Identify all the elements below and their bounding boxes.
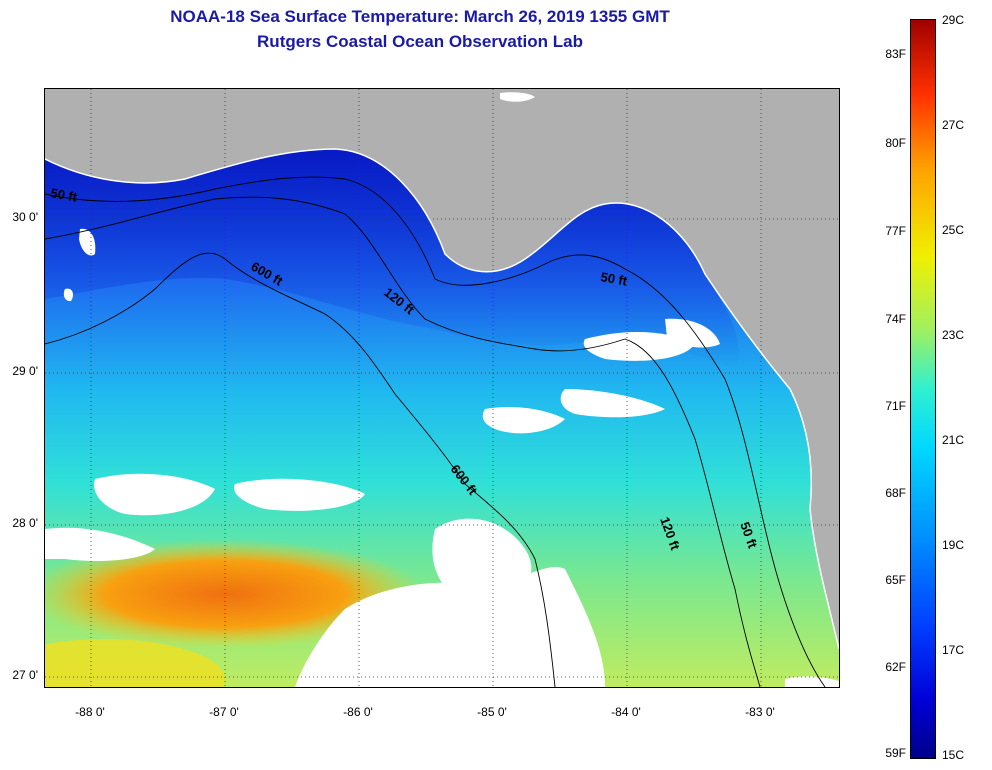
colorbar-label-65f: 65F [885, 573, 906, 587]
lat-label-29: 29 0' [12, 364, 38, 378]
contour-label-50-east: 50 ft [599, 269, 629, 289]
lon-label-85: -85 0' [477, 705, 507, 719]
lon-label-88: -88 0' [75, 705, 105, 719]
colorbar-label-17c: 17C [942, 643, 965, 657]
colorbar-label-74f: 74F [885, 312, 906, 326]
colorbar-label-83f: 83F [885, 47, 906, 61]
colorbar-label-23c: 23C [942, 328, 965, 342]
lat-label-27: 27 0' [12, 668, 38, 682]
colorbar-label-62f: 62F [885, 660, 906, 674]
lat-label-28: 28 0' [12, 516, 38, 530]
colorbar-label-80f: 80F [885, 136, 906, 150]
colorbar-label-21c: 21C [942, 433, 965, 447]
sst-map-canvas: 50 ft 50 ft 50 ft 120 ft 120 ft 600 ft 6… [45, 89, 839, 687]
lon-label-87: -87 0' [209, 705, 239, 719]
contour-120ft [45, 196, 761, 687]
colorbar-label-25c: 25C [942, 223, 965, 237]
nearshore-cold-water [45, 149, 739, 369]
colorbar-label-71f: 71F [885, 399, 906, 413]
lat-label-30: 30 0' [12, 210, 38, 224]
lon-label-83: -83 0' [745, 705, 775, 719]
temperature-colorbar [910, 19, 936, 759]
map-title: NOAA-18 Sea Surface Temperature: March 2… [170, 7, 670, 26]
colorbar-label-29c: 29C [942, 13, 965, 27]
colorbar-label-68f: 68F [885, 486, 906, 500]
contour-600ft [45, 252, 556, 687]
colorbar-label-27c: 27C [942, 118, 965, 132]
graticule [45, 89, 839, 687]
lon-label-86: -86 0' [343, 705, 373, 719]
colorbar-label-19c: 19C [942, 538, 965, 552]
cloud-cover [45, 92, 839, 687]
colorbar-label-15c: 15C [942, 748, 965, 762]
coastline [45, 148, 839, 650]
warm-water-region [45, 539, 425, 649]
contour-label-50-west: 50 ft [49, 185, 79, 205]
colorbar-label-59f: 59F [885, 746, 906, 760]
map-subtitle: Rutgers Coastal Ocean Observation Lab [257, 32, 583, 51]
sst-map[interactable]: 50 ft 50 ft 50 ft 120 ft 120 ft 600 ft 6… [44, 88, 840, 688]
contour-50ft [45, 176, 826, 687]
bathymetry-contours [45, 176, 826, 687]
lon-label-84: -84 0' [611, 705, 641, 719]
colorbar-label-77f: 77F [885, 224, 906, 238]
